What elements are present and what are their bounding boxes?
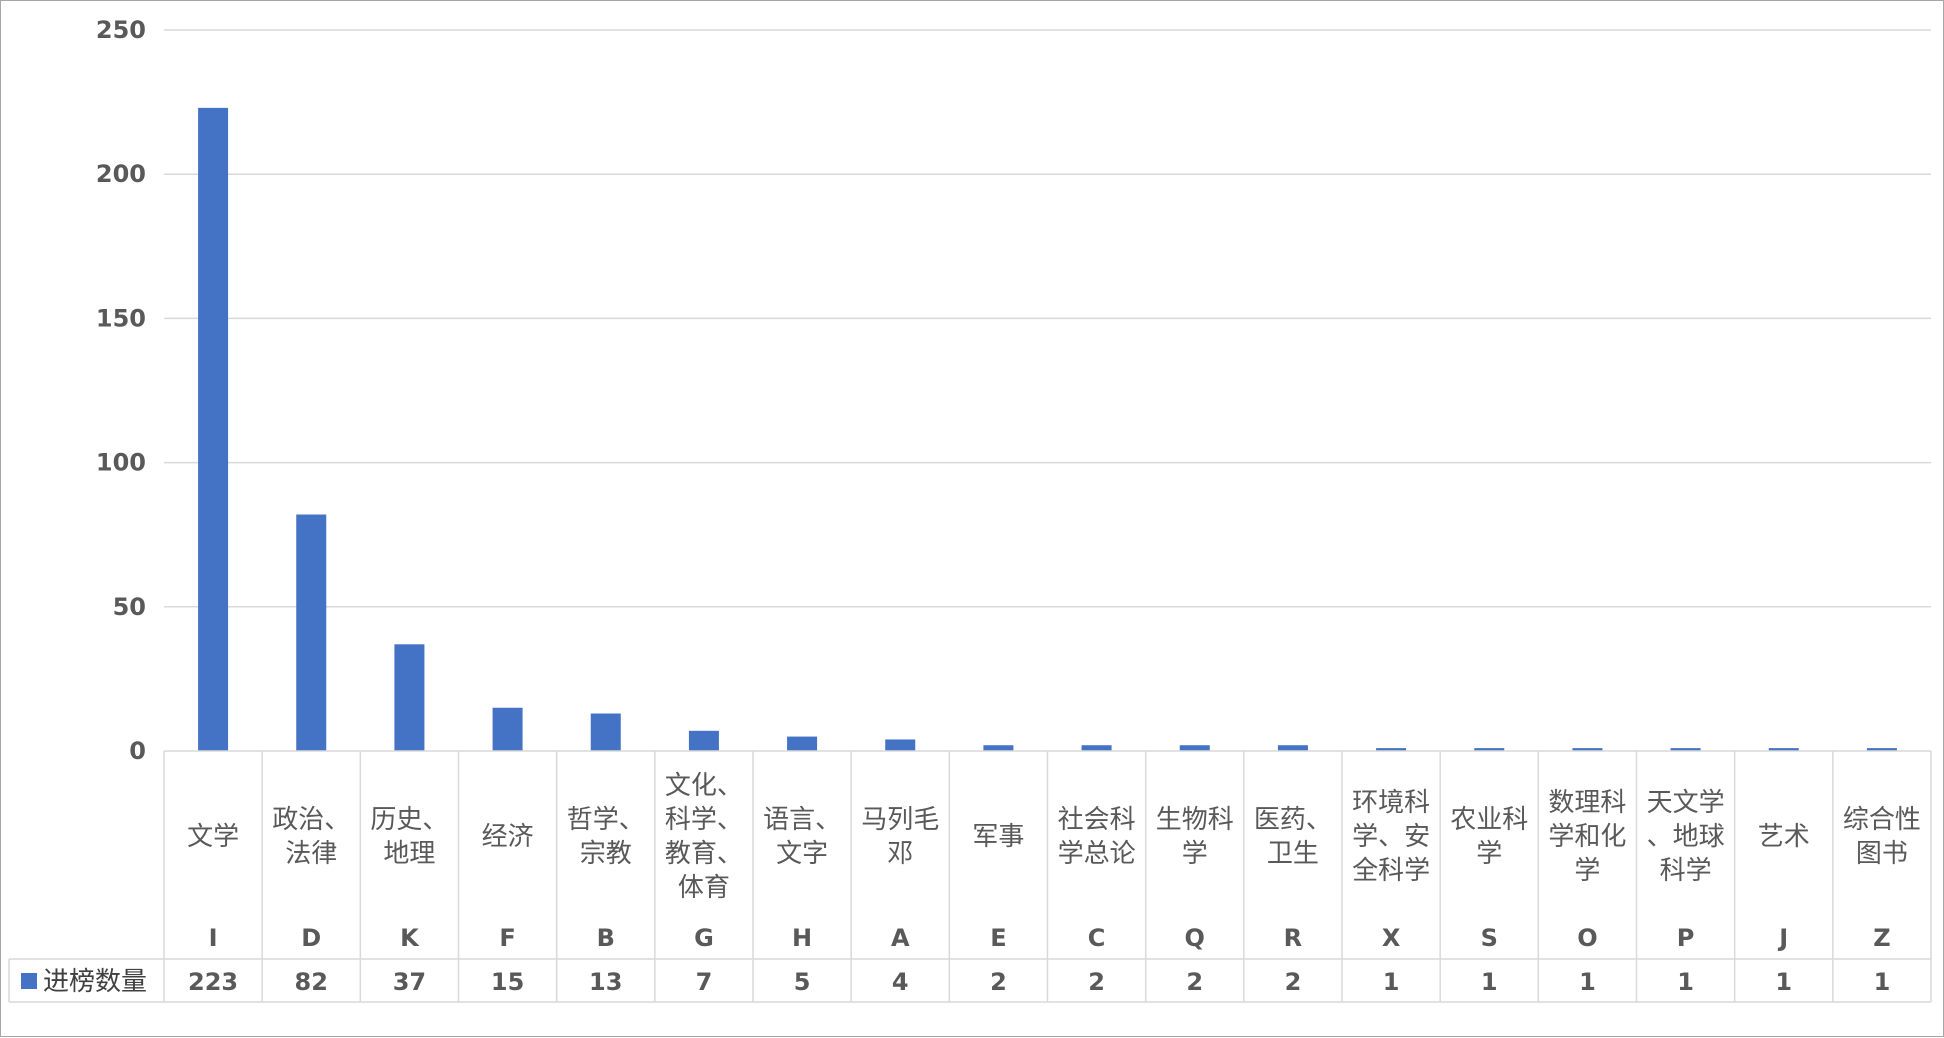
data-label: 1 (1481, 968, 1498, 996)
data-label: 82 (295, 968, 328, 996)
category-code: J (1777, 924, 1788, 952)
category-code: Q (1185, 924, 1205, 952)
data-label: 13 (589, 968, 622, 996)
legend: 进榜数量 (21, 967, 147, 997)
category-code: B (597, 924, 615, 952)
category-label: 政治、法律 (272, 805, 350, 869)
bar-I (198, 107, 229, 752)
bar-A (885, 739, 916, 751)
bar-R (1277, 745, 1308, 751)
category-code: R (1284, 924, 1302, 952)
category-label: 医药、卫生 (1254, 805, 1332, 869)
bars (198, 107, 1897, 752)
bar-K (394, 644, 425, 751)
bar-C (1081, 745, 1112, 751)
category-label: 农业科学 (1450, 805, 1528, 869)
category-code: F (499, 924, 515, 952)
category-code: D (301, 924, 321, 952)
legend-label: 进榜数量 (43, 967, 147, 997)
y-tick-label: 150 (96, 304, 146, 332)
bar-S (1474, 748, 1505, 751)
category-label: 环境科学、安全科学 (1352, 788, 1430, 886)
legend-swatch (21, 973, 37, 989)
bar-H (787, 736, 818, 751)
category-code: G (694, 924, 714, 952)
category-code: E (990, 924, 1006, 952)
data-label: 15 (491, 968, 524, 996)
y-tick-label: 0 (129, 737, 146, 765)
category-label: 语言、文字 (763, 805, 841, 869)
category-label: 文化、科学、教育、体育 (665, 771, 743, 903)
bar-J (1768, 748, 1799, 751)
bar-E (983, 745, 1014, 751)
category-code: S (1481, 924, 1498, 952)
y-axis: 0 50 100 150 200 250 (96, 16, 146, 765)
y-tick-label: 50 (113, 593, 146, 621)
category-label: 马列毛邓 (861, 805, 939, 869)
data-label: 1 (1383, 968, 1400, 996)
category-code: A (891, 924, 910, 952)
data-label: 7 (696, 968, 713, 996)
data-table: 文学I223政治、法律D82历史、地理K37经济F15哲学、宗教B13文化、科学… (8, 750, 1932, 1003)
data-label: 5 (794, 968, 811, 996)
category-label: 综合性图书 (1843, 805, 1921, 869)
category-code: H (792, 924, 812, 952)
category-label: 社会科学总论 (1058, 805, 1136, 869)
category-label: 历史、地理 (370, 805, 448, 869)
category-code: K (400, 924, 420, 952)
data-label: 2 (990, 968, 1007, 996)
category-code: O (1577, 924, 1597, 952)
data-label: 2 (1186, 968, 1203, 996)
category-label: 天文学、地球科学 (1647, 788, 1725, 886)
category-code: P (1677, 924, 1695, 952)
bar-G (688, 730, 719, 751)
category-code: X (1382, 924, 1401, 952)
bar-D (296, 514, 327, 751)
bar-Z (1866, 748, 1897, 751)
data-label: 2 (1088, 968, 1105, 996)
data-label: 4 (892, 968, 909, 996)
category-label: 经济 (482, 822, 534, 852)
bar-X (1376, 748, 1407, 751)
bar-F (492, 707, 523, 751)
data-label: 1 (1579, 968, 1596, 996)
category-label: 数理科学和化学 (1548, 788, 1626, 886)
data-label: 1 (1677, 968, 1694, 996)
category-label: 艺术 (1758, 822, 1810, 852)
category-label: 军事 (972, 822, 1024, 852)
category-code: I (209, 924, 218, 952)
bar-O (1572, 748, 1603, 751)
y-tick-label: 100 (96, 449, 146, 477)
category-label: 哲学、宗教 (567, 805, 645, 869)
data-label: 2 (1285, 968, 1302, 996)
category-label: 文学 (187, 822, 239, 852)
bar-B (590, 713, 621, 751)
category-code: C (1088, 924, 1106, 952)
y-tick-label: 200 (96, 160, 146, 188)
bar-Q (1179, 745, 1210, 751)
y-tick-label: 250 (96, 16, 146, 44)
data-label: 37 (393, 968, 426, 996)
category-label: 生物科学 (1156, 805, 1234, 869)
bar-P (1670, 748, 1701, 751)
data-label: 1 (1874, 968, 1891, 996)
data-label: 223 (188, 968, 238, 996)
gridlines (164, 29, 1931, 608)
data-label: 1 (1775, 968, 1792, 996)
category-code: Z (1873, 924, 1890, 952)
